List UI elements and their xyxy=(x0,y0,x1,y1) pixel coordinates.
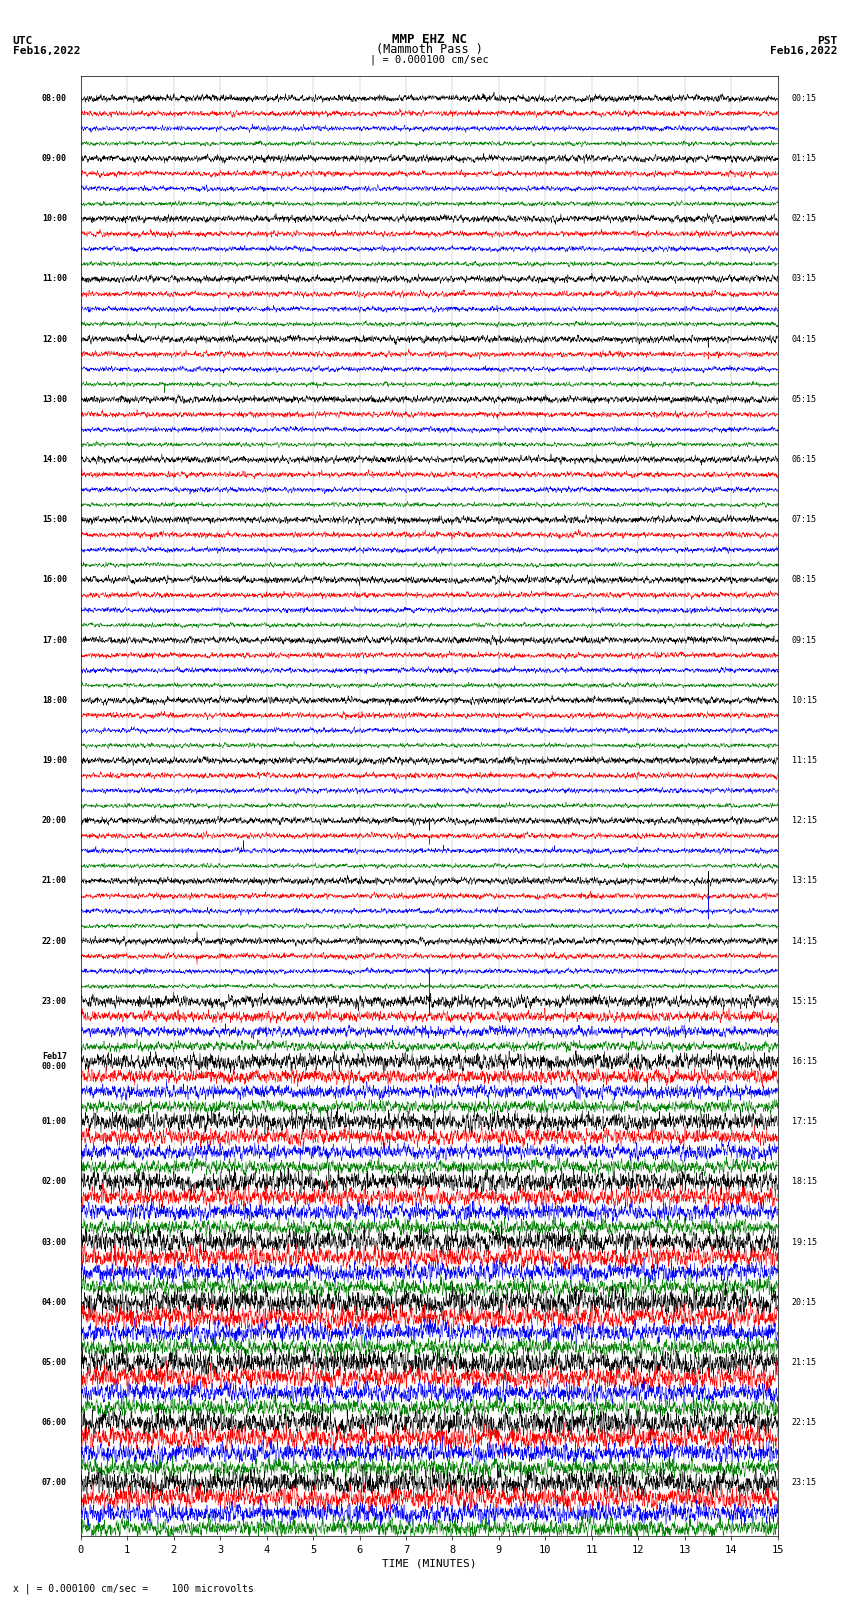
Text: 20:00: 20:00 xyxy=(42,816,67,826)
Text: 19:15: 19:15 xyxy=(791,1237,817,1247)
Text: 11:15: 11:15 xyxy=(791,756,817,765)
Text: 18:15: 18:15 xyxy=(791,1177,817,1187)
Text: x | = 0.000100 cm/sec =    100 microvolts: x | = 0.000100 cm/sec = 100 microvolts xyxy=(13,1582,253,1594)
Text: 21:15: 21:15 xyxy=(791,1358,817,1366)
Text: 16:15: 16:15 xyxy=(791,1057,817,1066)
Text: 09:15: 09:15 xyxy=(791,636,817,645)
Text: 20:15: 20:15 xyxy=(791,1298,817,1307)
Text: 00:15: 00:15 xyxy=(791,94,817,103)
Text: 06:00: 06:00 xyxy=(42,1418,67,1428)
Text: Feb17
00:00: Feb17 00:00 xyxy=(42,1052,67,1071)
Text: 21:00: 21:00 xyxy=(42,876,67,886)
Text: 07:15: 07:15 xyxy=(791,515,817,524)
Text: 22:00: 22:00 xyxy=(42,937,67,945)
Text: 19:00: 19:00 xyxy=(42,756,67,765)
Text: 18:00: 18:00 xyxy=(42,695,67,705)
Text: 13:00: 13:00 xyxy=(42,395,67,403)
Text: 01:15: 01:15 xyxy=(791,155,817,163)
Text: Feb16,2022: Feb16,2022 xyxy=(770,45,837,56)
Text: 02:15: 02:15 xyxy=(791,215,817,223)
Text: 23:15: 23:15 xyxy=(791,1479,817,1487)
Text: 10:15: 10:15 xyxy=(791,695,817,705)
Text: 01:00: 01:00 xyxy=(42,1118,67,1126)
Text: 22:15: 22:15 xyxy=(791,1418,817,1428)
Text: 14:15: 14:15 xyxy=(791,937,817,945)
Text: 10:00: 10:00 xyxy=(42,215,67,223)
Text: 17:00: 17:00 xyxy=(42,636,67,645)
Text: | = 0.000100 cm/sec: | = 0.000100 cm/sec xyxy=(370,55,489,65)
Text: 17:15: 17:15 xyxy=(791,1118,817,1126)
Text: 06:15: 06:15 xyxy=(791,455,817,465)
Text: 04:00: 04:00 xyxy=(42,1298,67,1307)
Text: 08:15: 08:15 xyxy=(791,576,817,584)
Text: 02:00: 02:00 xyxy=(42,1177,67,1187)
Text: 16:00: 16:00 xyxy=(42,576,67,584)
X-axis label: TIME (MINUTES): TIME (MINUTES) xyxy=(382,1558,477,1569)
Text: 05:15: 05:15 xyxy=(791,395,817,403)
Text: 05:00: 05:00 xyxy=(42,1358,67,1366)
Text: 09:00: 09:00 xyxy=(42,155,67,163)
Text: UTC: UTC xyxy=(13,35,33,45)
Text: Feb16,2022: Feb16,2022 xyxy=(13,45,80,56)
Text: 15:00: 15:00 xyxy=(42,515,67,524)
Text: 12:00: 12:00 xyxy=(42,334,67,344)
Text: 08:00: 08:00 xyxy=(42,94,67,103)
Text: 14:00: 14:00 xyxy=(42,455,67,465)
Text: 15:15: 15:15 xyxy=(791,997,817,1007)
Text: 23:00: 23:00 xyxy=(42,997,67,1007)
Text: 03:00: 03:00 xyxy=(42,1237,67,1247)
Text: PST: PST xyxy=(817,35,837,45)
Text: 12:15: 12:15 xyxy=(791,816,817,826)
Text: (Mammoth Pass ): (Mammoth Pass ) xyxy=(376,42,483,56)
Text: 13:15: 13:15 xyxy=(791,876,817,886)
Text: 04:15: 04:15 xyxy=(791,334,817,344)
Text: 03:15: 03:15 xyxy=(791,274,817,284)
Text: MMP EHZ NC: MMP EHZ NC xyxy=(392,32,467,45)
Text: 07:00: 07:00 xyxy=(42,1479,67,1487)
Text: 11:00: 11:00 xyxy=(42,274,67,284)
